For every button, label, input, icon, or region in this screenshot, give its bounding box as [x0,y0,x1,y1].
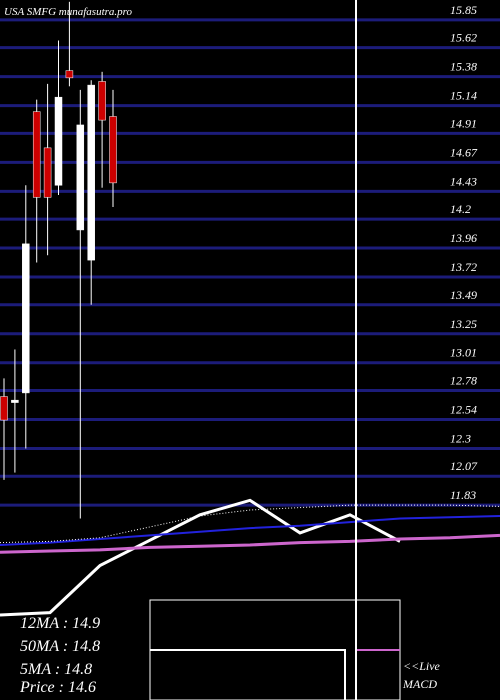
candle-body [32,111,41,198]
stat: Price : 14.6 [19,679,96,696]
candle-body [43,147,52,198]
stat: 12MA : 14.9 [20,615,100,632]
y-tick-label: 14.2 [450,202,471,216]
y-tick-label: 11.83 [450,488,476,502]
indicator-line [0,515,500,547]
y-tick-label: 15.62 [450,31,477,45]
y-tick-label: 14.91 [450,116,477,130]
y-tick-label: 12.54 [450,402,477,416]
macd-line [150,649,346,700]
y-tick-label: 12.78 [450,373,477,387]
y-tick-label: 13.25 [450,317,477,331]
indicator-line [0,504,500,544]
y-tick-label: 13.96 [450,231,477,245]
y-tick-label: 15.85 [450,3,477,17]
y-tick-label: 13.49 [450,288,477,302]
y-tick-label: 14.67 [450,145,478,159]
live-label: <<Live [403,659,441,673]
chart-title: USA SMFG munafasutra.pro [4,6,133,18]
y-tick-label: 12.07 [450,459,478,473]
indicator-line [0,498,401,617]
candle-body [0,396,8,421]
candle-body [87,84,95,261]
candle-body [22,243,30,394]
y-tick-label: 15.38 [450,60,477,74]
indicator-line [0,533,500,554]
candle-body [54,96,63,186]
candle-body [109,116,117,184]
stat: 5MA : 14.8 [20,661,92,678]
y-tick-label: 12.3 [450,431,471,445]
y-tick-label: 13.01 [450,346,477,360]
y-tick-label: 15.14 [450,89,477,103]
stat: 50MA : 14.8 [20,638,100,655]
candle-body [65,70,74,79]
macd-label: MACD [402,677,437,691]
candle-body [11,399,19,403]
y-tick-label: 13.72 [450,260,477,274]
candle-body [98,81,106,121]
candle-body [76,124,85,231]
y-tick-label: 14.43 [450,174,477,188]
